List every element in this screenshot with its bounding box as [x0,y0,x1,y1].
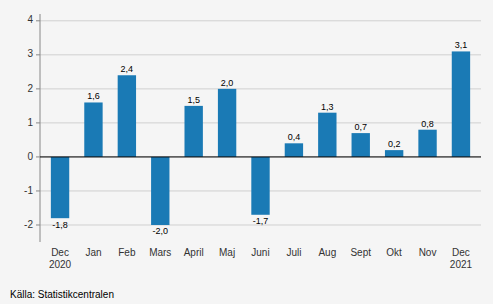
tick-mark [36,54,40,55]
grid-line [40,88,481,89]
data-labels: -1,8 1,6 2,4 -2,0 1,5 2,0 -1,7 0,4 1,3 0,7 0,2 0,8 3… [52,40,467,236]
x-tick-label: Juli [286,247,301,258]
data-label: 0,2 [388,139,401,149]
bar [318,113,336,157]
x-tick-label: Feb [118,247,136,258]
x-tick-label-line: Juni [251,247,269,258]
y-tick-label: -2 [24,219,33,230]
x-tick-label: Juni [251,247,269,258]
data-label: -1,8 [52,220,68,230]
tick-mark [36,20,40,21]
x-tick-label-line: Maj [219,247,235,258]
bar [352,133,370,157]
y-axis: -2 -1 0 1 2 3 4 [24,14,40,242]
y-tick-label: 4 [27,14,33,25]
zero-line [40,156,481,157]
x-tick-label-line: Dec [452,247,470,258]
bar [418,130,436,157]
data-label: 0,7 [354,122,367,132]
y-tick-label: -1 [24,185,33,196]
bar [218,89,236,157]
tick-mark [36,122,40,123]
x-tick-label: Sept [350,247,371,258]
tick-mark [36,190,40,191]
x-tick-label-line: April [184,247,204,258]
bar [51,157,69,218]
bar [184,106,202,157]
x-axis: Dec2020JanFebMarsAprilMajJuniJuliAugSept… [49,247,473,270]
grid-line [40,54,481,55]
x-tick-label: Maj [219,247,235,258]
y-tick-label: 2 [27,83,33,94]
data-label: 3,1 [455,40,468,50]
x-tick-label-line: Feb [118,247,136,258]
grid-line [40,122,481,123]
data-label: -2,0 [153,226,169,236]
x-tick-label: Aug [318,247,336,258]
source-annotation: Källa: Statistikcentralen [10,289,114,300]
data-label: 2,4 [121,64,134,74]
x-tick-label-line: Mars [149,247,171,258]
bar [118,75,136,157]
grid-line [40,156,481,157]
data-label: 1,3 [321,102,334,112]
x-tick-label-line: Juli [286,247,301,258]
tick-mark [36,88,40,89]
data-label: 0,4 [288,132,301,142]
bar [151,157,169,225]
x-tick-label-line: Nov [419,247,437,258]
tick-mark [36,156,40,157]
x-tick-label: Jan [85,247,101,258]
x-tick-label-line: 2020 [49,259,72,270]
bar [452,51,470,156]
y-tick-label: 1 [27,117,33,128]
bar [84,102,102,156]
x-tick-label-line: Sept [350,247,371,258]
x-tick-label-line: Okt [386,247,402,258]
bar [251,157,269,215]
x-tick-label-line: 2021 [450,259,473,270]
x-tick-label: April [184,247,204,258]
data-label: 1,5 [187,95,200,105]
x-tick-label: Dec2021 [450,247,473,270]
grid-line [40,20,481,21]
x-tick-label: Mars [149,247,171,258]
x-tick-label-line: Dec [51,247,69,258]
x-tick-label-line: Aug [318,247,336,258]
bars [51,51,470,225]
chart: -2 -1 0 1 2 3 4 -1,8 1,6 2,4 -2,0 1,5 2,0 -1,7 0,4 1,3 0… [0,0,493,304]
y-axis-line [40,14,41,242]
chart-container: -2 -1 0 1 2 3 4 -1,8 1,6 2,4 -2,0 1,5 2,0 -1,7 0,4 1,3 0… [0,0,493,304]
x-tick-label: Nov [419,247,437,258]
data-label: 2,0 [221,78,234,88]
data-label: -1,7 [253,216,269,226]
bar [285,143,303,157]
grid [40,21,481,225]
x-tick-label: Dec2020 [49,247,72,270]
x-tick-label: Okt [386,247,402,258]
x-tick-label-line: Jan [85,247,101,258]
bar [385,150,403,157]
tick-mark [36,224,40,225]
data-label: 0,8 [421,119,434,129]
y-tick-label: 0 [27,151,33,162]
y-tick-label: 3 [27,48,33,59]
data-label: 1,6 [87,91,100,101]
